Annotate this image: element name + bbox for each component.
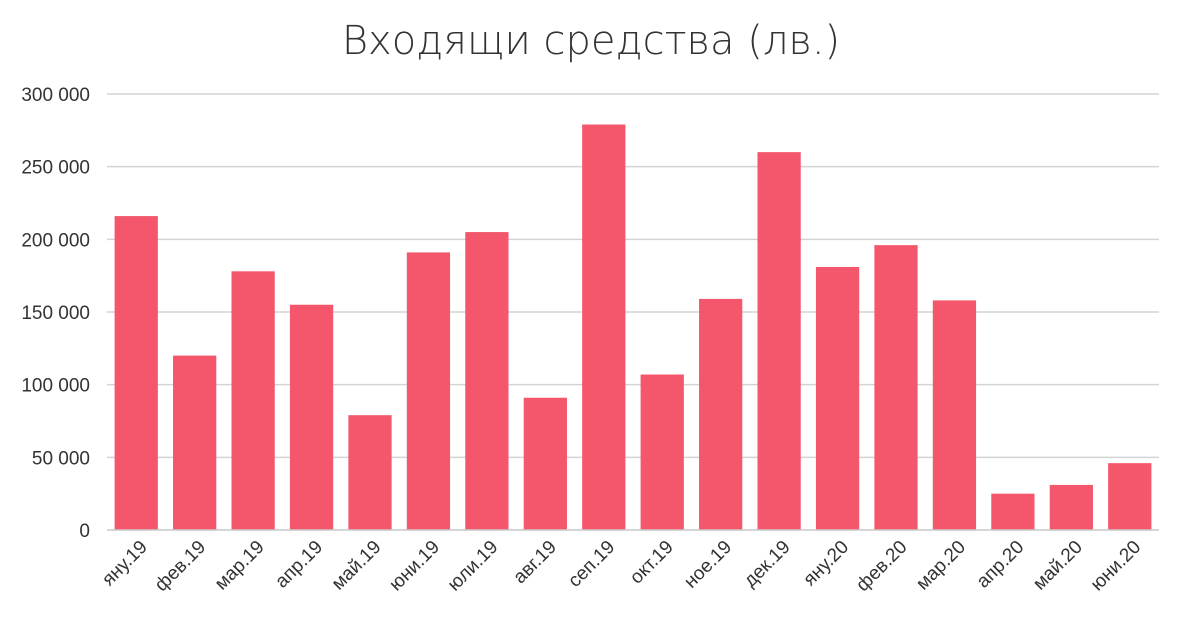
bar xyxy=(114,216,158,530)
x-tick-label: мар.20 xyxy=(912,537,970,595)
x-tick-label: сеп.19 xyxy=(564,537,619,592)
y-tick-label: 300 000 xyxy=(21,85,90,106)
bar xyxy=(991,493,1035,530)
y-tick-label: 250 000 xyxy=(21,158,90,179)
x-tick-label: фев.20 xyxy=(852,537,911,596)
bar xyxy=(289,304,334,530)
bar xyxy=(640,374,684,530)
x-tick-label: ное.19 xyxy=(680,537,736,593)
bar xyxy=(932,300,977,530)
bar xyxy=(1108,463,1152,530)
x-tick-label: авг.19 xyxy=(509,537,560,588)
bar xyxy=(406,252,451,530)
bar xyxy=(1049,484,1093,530)
bar xyxy=(815,266,860,530)
x-tick-label: дек.19 xyxy=(740,537,795,592)
y-tick-label: 50 000 xyxy=(32,448,90,469)
bar xyxy=(582,124,626,531)
x-tick-label: апр.19 xyxy=(271,537,327,593)
bar xyxy=(173,355,217,530)
y-tick-label: 200 000 xyxy=(21,230,90,251)
y-tick-label: 100 000 xyxy=(21,376,90,397)
y-tick-label: 0 xyxy=(79,521,90,542)
y-tick-label: 150 000 xyxy=(21,303,90,324)
bar xyxy=(348,415,392,530)
bar xyxy=(231,271,275,530)
x-tick-label: мар.19 xyxy=(211,537,269,595)
bar xyxy=(699,298,743,530)
x-tick-label: юни.20 xyxy=(1087,537,1146,596)
x-tick-label: яну.19 xyxy=(98,537,152,591)
bar xyxy=(465,232,509,531)
x-tick-label: май.19 xyxy=(328,537,386,595)
x-tick-label: апр.20 xyxy=(973,537,1029,593)
bar xyxy=(874,245,918,530)
x-tick-label: фев.19 xyxy=(151,537,210,596)
x-tick-label: юли.19 xyxy=(444,537,503,596)
x-tick-label: май.20 xyxy=(1029,537,1087,595)
x-tick-label: яну.20 xyxy=(799,537,853,591)
chart-title: Входящи средства (лв.) xyxy=(341,18,841,64)
bar xyxy=(757,152,801,530)
bar xyxy=(523,397,567,530)
x-tick-label: юни.19 xyxy=(385,537,444,596)
x-tick-label: окт.19 xyxy=(626,537,678,589)
